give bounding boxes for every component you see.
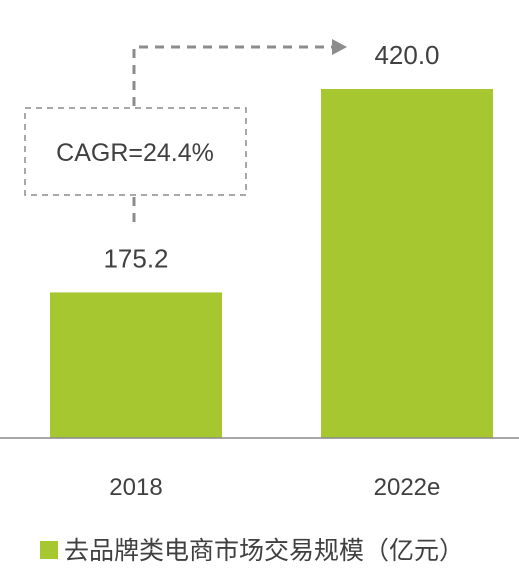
cagr-arrow-line bbox=[132, 45, 332, 106]
data-label-2018: 175.2 bbox=[103, 243, 168, 273]
cagr-arrowhead-icon bbox=[332, 39, 347, 55]
data-label-2022e: 420.0 bbox=[374, 40, 439, 70]
bar-2018 bbox=[50, 292, 222, 438]
tick-label-2018: 2018 bbox=[109, 474, 162, 501]
bar-2022e bbox=[321, 89, 493, 438]
cagr-box bbox=[24, 107, 247, 196]
legend: 去品牌类电商市场交易规模（亿元） bbox=[40, 537, 464, 565]
cagr-text: CAGR=24.4% bbox=[56, 139, 214, 167]
legend-swatch bbox=[40, 541, 58, 559]
tick-label-2022e: 2022e bbox=[374, 474, 441, 501]
legend-text: 去品牌类电商市场交易规模（亿元） bbox=[64, 537, 464, 565]
cagr-annotation: CAGR=24.4% bbox=[24, 39, 347, 226]
chart-marks: 175.2 2018 420.0 2022e bbox=[50, 40, 493, 501]
